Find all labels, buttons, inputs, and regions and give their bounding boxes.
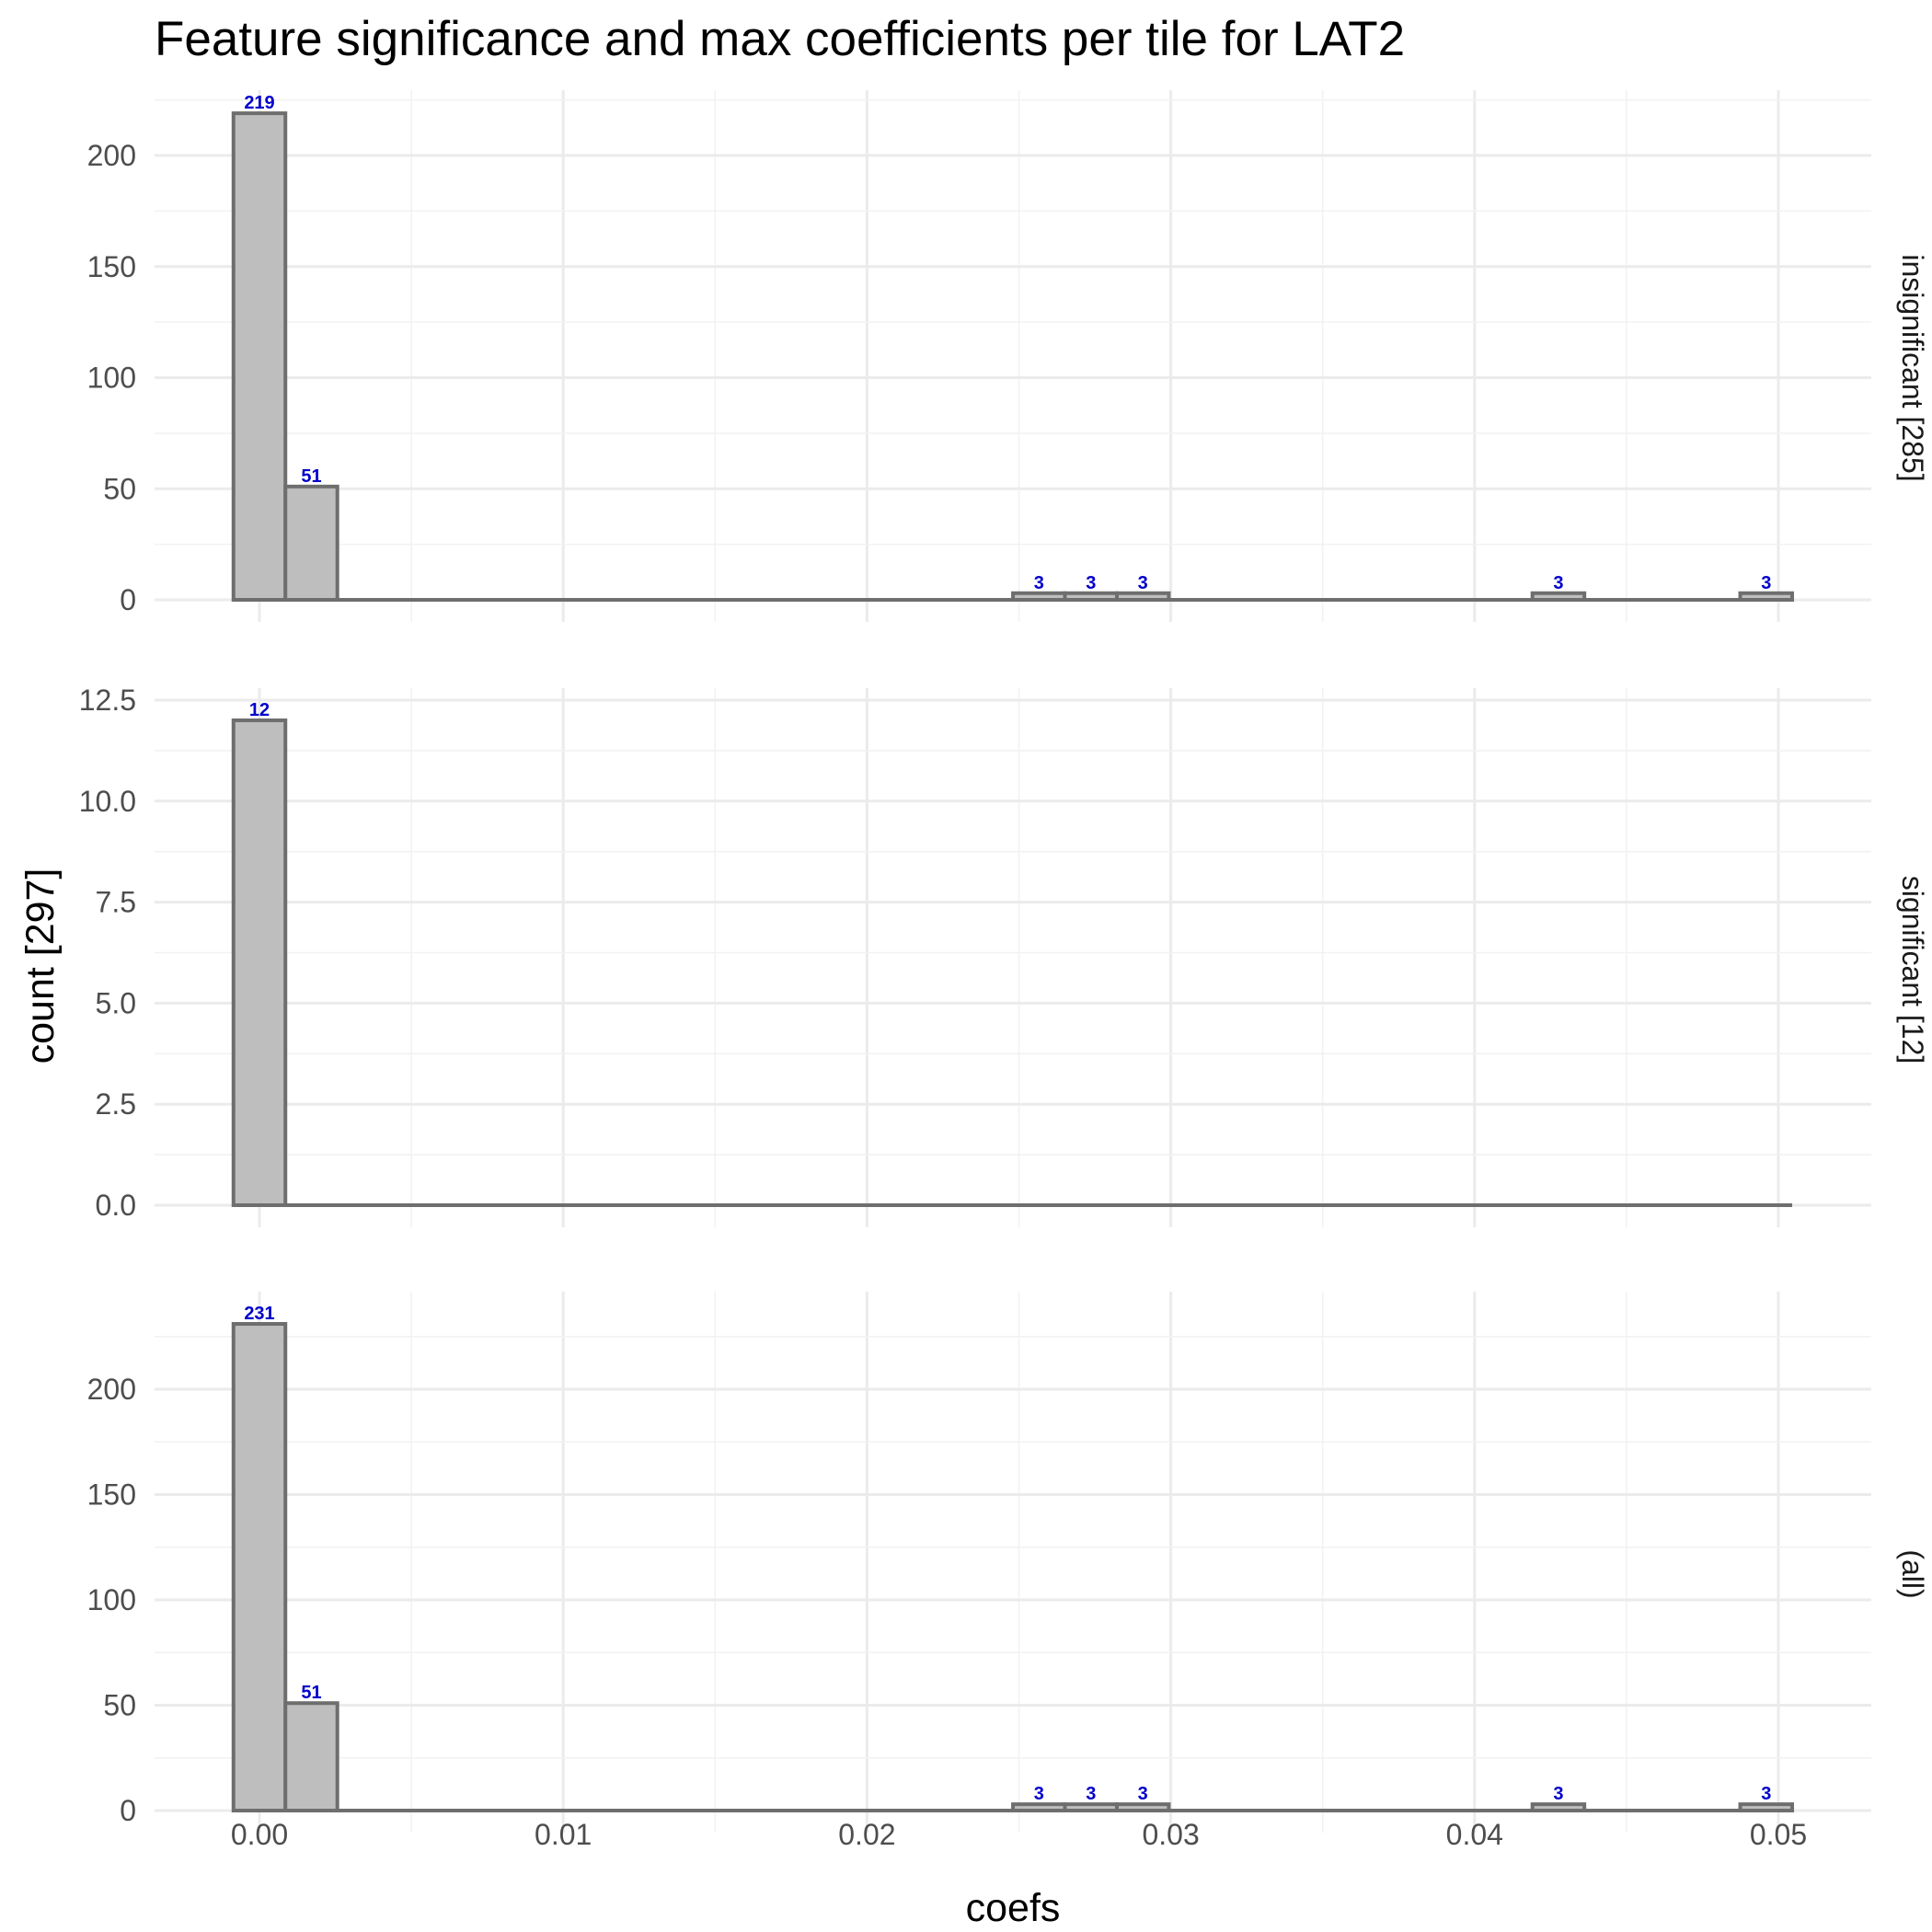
facet-panel-3: 0 50 100 150 200 231 51 3 3 3 3 3 (all) [87, 1292, 1929, 1833]
bar-count-label: 3 [1761, 1784, 1771, 1804]
histogram-bar [1738, 591, 1795, 603]
chart-title: Feature significance and max coefficient… [155, 12, 1405, 66]
grid-lines [155, 688, 1871, 1227]
histogram-bar [1530, 1802, 1587, 1813]
histogram-bars: 12 [231, 700, 288, 1207]
histogram-bars: 219 51 3 3 3 3 3 [231, 93, 1795, 603]
histogram-bar [283, 484, 339, 603]
y-tick-label: 12.5 [79, 684, 136, 717]
bar-count-label: 3 [1138, 1784, 1148, 1804]
bar-count-label: 3 [1034, 573, 1044, 593]
x-tick-label: 0.03 [1142, 1818, 1199, 1851]
bar-count-label: 231 [244, 1304, 274, 1324]
y-tick-label: 5.0 [96, 986, 136, 1019]
bar-count-label: 51 [301, 466, 321, 487]
facet-strip-label: (all) [1896, 1549, 1929, 1598]
histogram-bar [1011, 1802, 1067, 1813]
histogram-bar [1063, 1802, 1119, 1813]
facet-panel-1: 0 50 100 150 200 219 51 3 3 3 3 3 insignificant [285… [87, 90, 1929, 622]
y-tick-label: 50 [103, 1689, 136, 1722]
y-axis-label: count [297] [18, 868, 63, 1064]
facet-strip-label: insignificant [285] [1896, 254, 1929, 481]
histogram-bar [1530, 591, 1587, 603]
bar-count-label: 3 [1138, 573, 1148, 593]
histogram-bar [1114, 591, 1171, 603]
facet-strip-label: significant [12] [1896, 876, 1929, 1064]
histogram-bar [231, 1322, 288, 1812]
y-tick-label: 200 [87, 139, 136, 172]
x-axis-ticks: 0.00 0.01 0.02 0.03 0.04 0.05 [231, 1818, 1807, 1851]
histogram-bar [1114, 1802, 1171, 1813]
histogram-bar [1738, 1802, 1795, 1813]
y-tick-label: 7.5 [96, 886, 136, 919]
facet-panels: 0 50 100 150 200 219 51 3 3 3 3 3 insignificant [285… [79, 90, 1929, 1833]
histogram-bars: 231 51 3 3 3 3 3 [231, 1304, 1795, 1813]
bar-count-label: 3 [1761, 573, 1771, 593]
histogram-bar [1011, 591, 1067, 603]
y-tick-label: 0 [120, 583, 136, 616]
y-tick-label: 50 [103, 472, 136, 505]
bar-count-label: 3 [1086, 573, 1096, 593]
histogram-bar [1063, 591, 1119, 603]
y-tick-label: 100 [87, 1583, 136, 1616]
y-tick-label: 2.5 [96, 1087, 136, 1121]
x-tick-label: 0.01 [535, 1818, 592, 1851]
y-tick-label: 150 [87, 1478, 136, 1512]
bar-count-label: 3 [1086, 1784, 1096, 1804]
y-tick-label: 0.0 [96, 1189, 136, 1222]
x-tick-label: 0.02 [838, 1818, 895, 1851]
histogram-bar [231, 718, 288, 1207]
histogram-bar [231, 111, 288, 603]
bar-count-label: 219 [244, 93, 274, 113]
x-tick-label: 0.05 [1750, 1818, 1807, 1851]
x-tick-label: 0.00 [231, 1818, 288, 1851]
x-tick-label: 0.04 [1446, 1818, 1503, 1851]
bar-count-label: 51 [301, 1683, 321, 1703]
bar-count-label: 3 [1034, 1784, 1044, 1804]
bar-count-label: 3 [1553, 573, 1563, 593]
y-tick-label: 0 [120, 1794, 136, 1827]
x-axis-label: coefs [966, 1886, 1061, 1930]
bar-count-label: 3 [1553, 1784, 1563, 1804]
grid-lines [155, 1292, 1871, 1833]
bar-count-label: 12 [249, 700, 270, 720]
y-tick-label: 10.0 [79, 785, 136, 818]
y-tick-label: 200 [87, 1373, 136, 1406]
y-tick-label: 150 [87, 250, 136, 283]
facet-panel-2: 0.0 2.5 5.0 7.5 10.0 12.5 12 significant [12] [79, 684, 1929, 1227]
histogram-bar [283, 1701, 339, 1812]
grid-lines [155, 90, 1871, 622]
y-tick-label: 100 [87, 362, 136, 395]
